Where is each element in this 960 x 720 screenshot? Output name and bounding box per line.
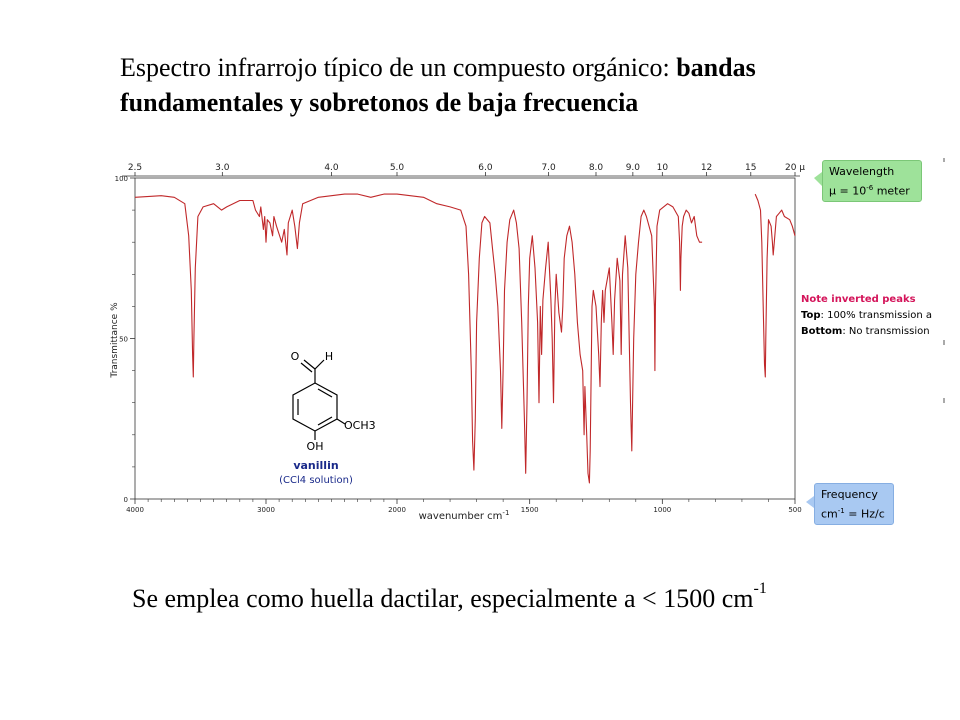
- frequency-callout-suffix: = Hz/c: [844, 507, 885, 521]
- top-tick-label-9: 12: [701, 163, 712, 173]
- inverted-peaks-note: Note inverted peaks Top: 100% transmissi…: [801, 292, 941, 340]
- x-tick-label-3: 1500: [521, 506, 539, 514]
- spectrum-series: [134, 193, 796, 484]
- x-ticks: 4000 3000 2000 1500 1000 500: [126, 499, 802, 514]
- aldehyde-ch-bond: [314, 359, 325, 370]
- wavelength-callout-sup: -6: [866, 184, 874, 192]
- top-tick-label-6: 8.0: [589, 163, 604, 173]
- top-tick-label-10: 15: [745, 163, 756, 173]
- benzene-ring: [292, 382, 338, 432]
- frequency-callout-prefix: cm: [821, 507, 838, 521]
- molecule-note: (CCl4 solution): [279, 475, 353, 486]
- carbonyl-bond-1: [303, 359, 316, 370]
- top-tick-label-2: 4.0: [324, 163, 339, 173]
- slide-title: Espectro infrarrojo típico de un compues…: [120, 50, 920, 120]
- top-tick-label-0: 2.5: [128, 163, 142, 173]
- top-tick-label-1: 3.0: [215, 163, 230, 173]
- spectrum-line-0: [134, 193, 703, 484]
- note-top: Top: 100% transmission a: [801, 308, 941, 324]
- ring-double-bond-2: [317, 416, 333, 426]
- note-bottom-text: : No transmission: [842, 326, 930, 337]
- caption-text: Se emplea como huella dactilar, especial…: [132, 584, 754, 613]
- x-tick-label-0: 4000: [126, 506, 144, 514]
- x-tick-label-2: 2000: [388, 506, 406, 514]
- wavelength-callout-title: Wavelength: [829, 165, 895, 178]
- x-tick-label-5: 500: [788, 506, 801, 514]
- wavelength-callout: Wavelength µ = 10-6 meter: [822, 160, 922, 202]
- note-title: Note inverted peaks: [801, 294, 916, 305]
- frequency-callout-sup: -1: [837, 507, 845, 515]
- top-tick-label-5: 7.0: [541, 163, 556, 173]
- wavelength-callout-text: µ = 10-6 meter: [829, 180, 915, 200]
- wavelength-callout-suffix: meter: [873, 184, 910, 198]
- title-bold: bandas fundamentales y sobretonos de baj…: [120, 53, 756, 117]
- ring-double-bond-1: [317, 388, 333, 398]
- x-tick-label-4: 1000: [653, 506, 671, 514]
- y-tick-label-1: 50: [119, 336, 128, 344]
- top-tick-label-4: 6.0: [478, 163, 493, 173]
- slide-caption: Se emplea como huella dactilar, especial…: [132, 580, 767, 614]
- y-ticks: 100 50 0: [115, 175, 135, 504]
- x-axis-label-sup: -1: [502, 509, 509, 517]
- title-normal: Espectro infrarrojo típico de un compues…: [120, 53, 677, 82]
- top-tick-label-8: 10: [657, 163, 669, 173]
- spectrum-line-1: [754, 193, 796, 378]
- ring-to-och3-bond: [336, 418, 346, 425]
- note-bottom-label: Bottom: [801, 326, 843, 337]
- carbonyl-bond-2: [300, 362, 313, 373]
- frequency-callout-text: cm-1 = Hz/c: [821, 503, 887, 523]
- wavelength-callout-pointer: [814, 172, 822, 186]
- frequency-callout: Frequency cm-1 = Hz/c: [814, 483, 894, 525]
- x-tick-label-1: 3000: [257, 506, 275, 514]
- molecule-name: vanillin: [293, 459, 338, 472]
- caption-sup: -1: [753, 580, 767, 597]
- note-top-label: Top: [801, 310, 821, 321]
- plot-frame: [122, 175, 800, 500]
- top-tick-label-3: 5.0: [390, 163, 405, 173]
- y-axis-label: Transmittance %: [110, 302, 120, 379]
- wavelength-callout-prefix: µ = 10: [829, 184, 867, 198]
- atom-label-o: O: [291, 350, 300, 363]
- top-tick-label-11: 20 µ: [785, 163, 805, 173]
- note-top-text: : 100% transmission a: [820, 310, 933, 321]
- y-tick-label-0: 100: [115, 175, 128, 183]
- atom-label-och3: OCH3: [344, 419, 376, 432]
- top-ticks: 2.5 3.0 4.0 5.0 6.0 7.0 8.0 9.0 10 12 15 20 µ: [128, 163, 805, 176]
- note-bottom: Bottom: No transmission: [801, 324, 941, 340]
- top-tick-label-7: 9.0: [626, 163, 641, 173]
- x-axis-label-text: wavenumber cm: [419, 511, 503, 522]
- vanillin-structure: [292, 359, 346, 440]
- x-axis-label: wavenumber cm-1: [419, 509, 510, 522]
- frequency-callout-pointer: [806, 496, 814, 508]
- y-tick-label-2: 0: [124, 496, 128, 504]
- atom-label-oh: OH: [307, 440, 324, 453]
- frequency-callout-title: Frequency: [821, 488, 878, 501]
- atom-label-h: H: [325, 350, 333, 363]
